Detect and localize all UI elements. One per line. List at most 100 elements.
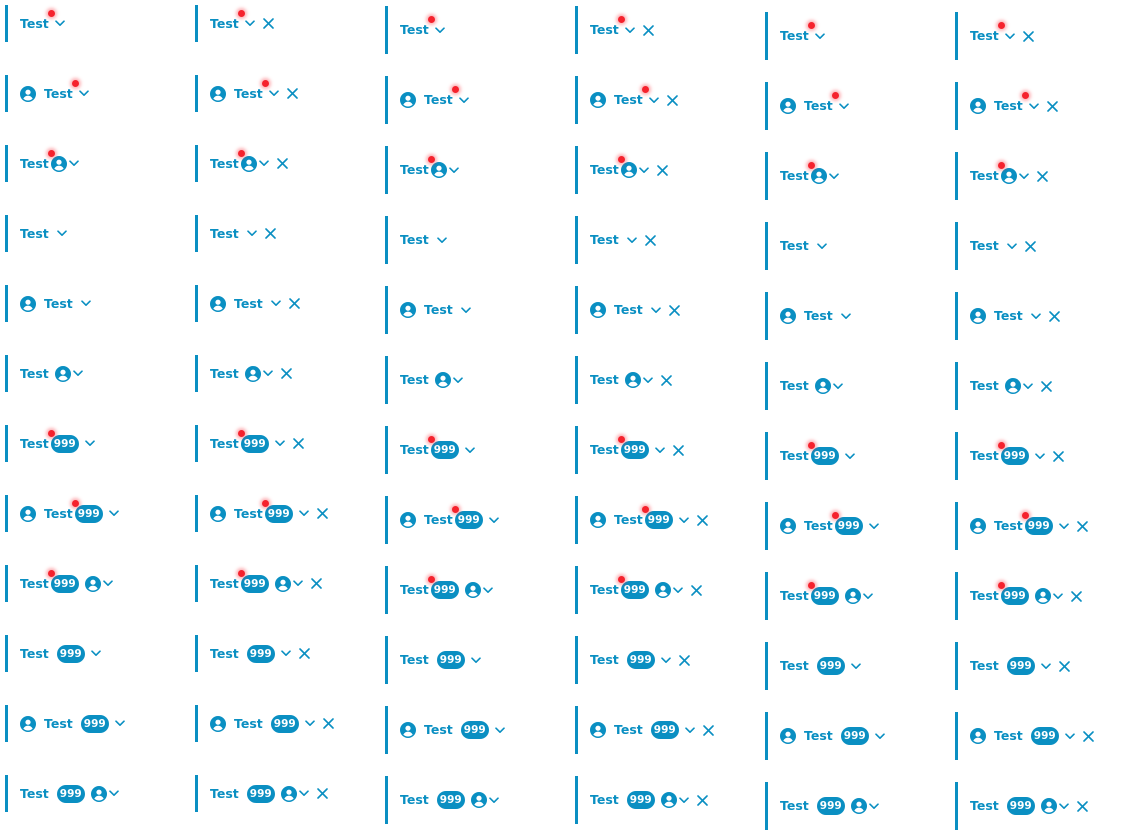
chevron-down-icon[interactable] xyxy=(874,732,885,740)
tab-item[interactable]: Test xyxy=(385,356,463,404)
tab-item[interactable]: Test 999 xyxy=(195,635,310,672)
close-icon[interactable] xyxy=(1024,240,1036,252)
chevron-down-icon[interactable] xyxy=(868,802,879,810)
chevron-down-icon[interactable] xyxy=(262,370,273,377)
tab-item[interactable]: Test 999 xyxy=(765,432,855,480)
chevron-down-icon[interactable] xyxy=(868,522,879,530)
tab-item[interactable]: Test xyxy=(385,146,459,194)
chevron-down-icon[interactable] xyxy=(246,230,257,237)
tab-item[interactable]: Test 999 xyxy=(765,712,885,760)
tab-item[interactable]: Test 999 xyxy=(5,705,125,742)
chevron-down-icon[interactable] xyxy=(452,376,463,384)
close-icon[interactable] xyxy=(262,18,274,29)
chevron-down-icon[interactable] xyxy=(488,796,499,804)
chevron-down-icon[interactable] xyxy=(840,312,851,320)
tab-item[interactable]: Test xyxy=(195,5,274,42)
chevron-down-icon[interactable] xyxy=(84,440,95,447)
chevron-down-icon[interactable] xyxy=(494,726,505,734)
chevron-down-icon[interactable] xyxy=(850,662,861,670)
close-icon[interactable] xyxy=(1040,380,1052,392)
tab-item[interactable]: Test 999 xyxy=(195,775,328,812)
chevron-down-icon[interactable] xyxy=(1058,802,1069,810)
chevron-down-icon[interactable] xyxy=(274,440,285,447)
chevron-down-icon[interactable] xyxy=(448,166,459,174)
chevron-down-icon[interactable] xyxy=(482,586,493,594)
close-icon[interactable] xyxy=(702,724,714,736)
tab-item[interactable]: Test 999 xyxy=(385,776,499,824)
chevron-down-icon[interactable] xyxy=(654,446,665,454)
tab-item[interactable]: Test xyxy=(5,5,65,42)
tab-item[interactable]: Test 999 xyxy=(955,572,1082,620)
chevron-down-icon[interactable] xyxy=(56,230,67,237)
chevron-down-icon[interactable] xyxy=(1030,312,1041,320)
close-icon[interactable] xyxy=(1022,30,1034,42)
tab-item[interactable]: Test 999 xyxy=(955,782,1088,830)
chevron-down-icon[interactable] xyxy=(1004,32,1015,40)
chevron-down-icon[interactable] xyxy=(68,160,79,167)
close-icon[interactable] xyxy=(1076,520,1088,532)
tab-item[interactable]: Test xyxy=(955,152,1048,200)
chevron-down-icon[interactable] xyxy=(642,376,653,384)
chevron-down-icon[interactable] xyxy=(258,160,269,167)
tab-item[interactable]: Test xyxy=(765,82,849,130)
tab-item[interactable]: Test 999 xyxy=(575,426,684,474)
close-icon[interactable] xyxy=(696,514,708,526)
close-icon[interactable] xyxy=(298,648,310,659)
chevron-down-icon[interactable] xyxy=(114,720,125,727)
close-icon[interactable] xyxy=(316,508,328,519)
chevron-down-icon[interactable] xyxy=(72,370,83,377)
tab-item[interactable]: Test 999 xyxy=(385,636,481,684)
close-icon[interactable] xyxy=(690,584,702,596)
tab-item[interactable]: Test xyxy=(5,145,79,182)
chevron-down-icon[interactable] xyxy=(1052,592,1063,600)
chevron-down-icon[interactable] xyxy=(624,26,635,34)
tab-item[interactable]: Test xyxy=(195,215,276,252)
tab-item[interactable]: Test xyxy=(195,145,288,182)
tab-item[interactable]: Test xyxy=(385,6,445,54)
chevron-down-icon[interactable] xyxy=(78,90,89,97)
chevron-down-icon[interactable] xyxy=(648,96,659,104)
tab-item[interactable]: Test xyxy=(765,362,843,410)
tab-item[interactable]: Test xyxy=(765,222,827,270)
tab-item[interactable]: Test 999 xyxy=(955,712,1094,760)
chevron-down-icon[interactable] xyxy=(838,102,849,110)
chevron-down-icon[interactable] xyxy=(488,516,499,524)
close-icon[interactable] xyxy=(1048,310,1060,322)
chevron-down-icon[interactable] xyxy=(458,96,469,104)
chevron-down-icon[interactable] xyxy=(684,726,695,734)
close-icon[interactable] xyxy=(1076,800,1088,812)
chevron-down-icon[interactable] xyxy=(1064,732,1075,740)
close-icon[interactable] xyxy=(1082,730,1094,742)
tab-item[interactable]: Test xyxy=(575,216,656,264)
tab-item[interactable]: Test xyxy=(765,152,839,200)
close-icon[interactable] xyxy=(672,444,684,456)
chevron-down-icon[interactable] xyxy=(280,650,291,657)
close-icon[interactable] xyxy=(696,794,708,806)
tab-item[interactable]: Test xyxy=(5,215,67,252)
close-icon[interactable] xyxy=(322,718,334,729)
chevron-down-icon[interactable] xyxy=(270,300,281,307)
tab-item[interactable]: Test 999 xyxy=(575,706,714,754)
tab-item[interactable]: Test xyxy=(575,356,672,404)
chevron-down-icon[interactable] xyxy=(464,446,475,454)
close-icon[interactable] xyxy=(280,368,292,379)
tab-item[interactable]: Test xyxy=(385,286,471,334)
chevron-down-icon[interactable] xyxy=(1006,242,1017,250)
tab-item[interactable]: Test xyxy=(575,76,678,124)
tab-item[interactable]: Test 999 xyxy=(955,432,1064,480)
tab-item[interactable]: Test 999 xyxy=(575,496,708,544)
tab-item[interactable]: Test xyxy=(5,75,89,112)
tab-item[interactable]: Test 999 xyxy=(765,502,879,550)
chevron-down-icon[interactable] xyxy=(460,306,471,314)
tab-item[interactable]: Test xyxy=(955,12,1034,60)
tab-item[interactable]: Test xyxy=(195,75,298,112)
close-icon[interactable] xyxy=(666,94,678,106)
tab-item[interactable]: Test 999 xyxy=(195,495,328,532)
tab-item[interactable]: Test xyxy=(575,286,680,334)
tab-item[interactable]: Test 999 xyxy=(195,705,334,742)
tab-item[interactable]: Test 999 xyxy=(385,566,493,614)
close-icon[interactable] xyxy=(310,578,322,589)
tab-item[interactable]: Test 999 xyxy=(385,426,475,474)
chevron-down-icon[interactable] xyxy=(54,20,65,27)
close-icon[interactable] xyxy=(316,788,328,799)
